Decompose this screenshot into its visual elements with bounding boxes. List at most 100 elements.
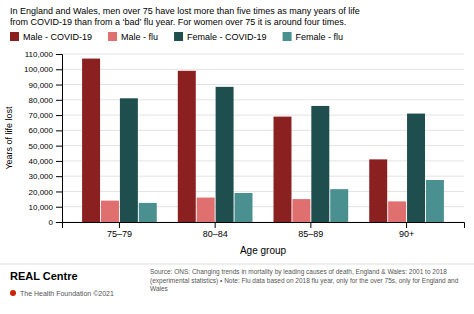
x-axis: 75–79 80–84 85–89 90+ [63, 222, 465, 239]
tick-mark [56, 85, 62, 86]
source-line: Source: ONS: Changing trends in mortalit… [150, 268, 449, 276]
bar [235, 193, 253, 222]
x-tick: 75–79 [107, 222, 132, 239]
tick-mark [56, 54, 62, 55]
tick-label: 75–79 [107, 229, 132, 239]
tick-label: 30,000 [29, 172, 54, 181]
source-line: (experimental statistics) • Note: Flu da… [150, 277, 460, 285]
tick-mark [56, 222, 62, 223]
legend-item: Female - flu [283, 32, 344, 42]
tick-label: 50,000 [29, 142, 54, 151]
bar-series [82, 59, 387, 222]
tick-mark [56, 130, 62, 131]
grid-line [62, 84, 464, 85]
bar [292, 199, 310, 222]
legend-item: Female - COVID-19 [174, 32, 267, 42]
tick-label: 0 [49, 218, 54, 227]
bar-series [101, 198, 406, 222]
tick-mark [56, 69, 62, 70]
y-tick: 100,000 [24, 65, 62, 74]
legend-swatch [174, 32, 183, 41]
y-tick: 110,000 [25, 50, 62, 59]
legend-label: Female - COVID-19 [187, 32, 267, 42]
plot: 0 10,000 20,000 30,000 40,000 50,000 60,000 70,… [24, 50, 464, 239]
legend-swatch [10, 32, 19, 41]
tick-mark [56, 176, 62, 177]
x-axis-title: Age group [240, 245, 287, 256]
legend-swatch [108, 32, 117, 41]
x-tick: 80–84 [203, 222, 228, 239]
y-tick: 0 [49, 218, 62, 227]
legend: Male - COVID-19 Male - flu Female - COVID-… [10, 32, 343, 42]
footer-rule [0, 264, 474, 265]
tick-mark [56, 100, 62, 101]
y-tick: 40,000 [29, 157, 62, 166]
bar [369, 159, 387, 222]
footer-sub: The Health Foundation ©2021 [20, 290, 114, 297]
y-tick: 80,000 [29, 96, 62, 105]
tick-label: 20,000 [29, 188, 54, 197]
tick-mark [310, 222, 311, 228]
bar [426, 180, 444, 222]
tick-mark [56, 146, 62, 147]
source-note: Source: ONS: Changing trends in mortalit… [150, 268, 460, 292]
y-tick: 70,000 [29, 111, 62, 120]
bar [82, 59, 100, 222]
grid-line [62, 69, 464, 70]
y-tick: 10,000 [29, 203, 62, 212]
tick-label: 10,000 [29, 203, 54, 212]
tick-label: 40,000 [29, 157, 54, 166]
title-line: from COVID-19 than from a ‘bad’ flu year… [10, 17, 346, 27]
y-axis: 0 10,000 20,000 30,000 40,000 50,000 60,000 70,… [24, 50, 62, 227]
tick-mark [406, 222, 407, 228]
bar [388, 201, 406, 222]
y-tick: 20,000 [29, 188, 62, 197]
tick-mark [56, 191, 62, 192]
title-line: In England and Wales, men over 75 have l… [10, 6, 360, 16]
bar [178, 71, 196, 222]
grid [62, 54, 464, 222]
axis-line [63, 223, 465, 229]
bar [311, 106, 329, 222]
tick-label: 80–84 [203, 229, 228, 239]
footer: REAL Centre The Health Foundation ©2021 So… [0, 264, 474, 297]
tick-mark [56, 207, 62, 208]
logo-dot [10, 290, 16, 296]
title: In England and Wales, men over 75 have l… [10, 6, 360, 27]
bar [407, 114, 425, 222]
tick-mark [215, 222, 216, 228]
tick-label: 85–89 [298, 229, 323, 239]
bar [330, 189, 348, 222]
bar [101, 201, 119, 222]
grid-line [62, 54, 464, 55]
tick-label: 110,000 [25, 50, 54, 59]
footer-title: REAL Centre [10, 270, 78, 282]
bar [274, 117, 292, 222]
y-axis-title: Years of life lost [4, 106, 14, 170]
legend-swatch [283, 32, 292, 41]
bar [120, 98, 138, 222]
tick-mark [119, 222, 120, 228]
tick-mark [56, 161, 62, 162]
axis-line [56, 55, 63, 223]
legend-item: Male - flu [108, 32, 158, 42]
y-tick: 90,000 [29, 81, 62, 90]
bar [139, 203, 157, 222]
y-tick: 60,000 [29, 126, 62, 135]
tick-label: 90+ [399, 229, 414, 239]
chart: In England and Wales, men over 75 have l… [0, 0, 474, 314]
bar [216, 87, 234, 222]
x-tick: 85–89 [298, 222, 323, 239]
tick-label: 90,000 [29, 81, 54, 90]
legend-label: Male - flu [121, 32, 158, 42]
tick-label: 80,000 [29, 96, 54, 105]
bar-series [120, 87, 425, 222]
source-line: Wales [150, 285, 169, 292]
bar-series [139, 180, 444, 222]
x-tick: 90+ [399, 222, 414, 239]
bars [82, 59, 444, 222]
legend-label: Male - COVID-19 [23, 32, 92, 42]
tick-label: 70,000 [29, 111, 54, 120]
tick-label: 100,000 [24, 65, 53, 74]
tick-label: 60,000 [29, 126, 54, 135]
